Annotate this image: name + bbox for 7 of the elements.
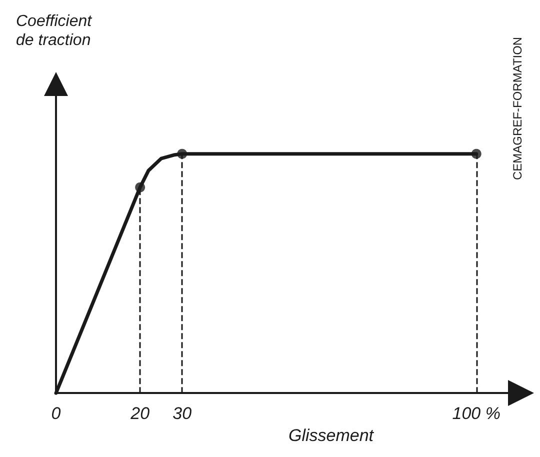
x-tick-label: 30 bbox=[172, 404, 192, 424]
x-axis-title: Glissement bbox=[288, 426, 375, 445]
x-tick-label: 100 % bbox=[452, 404, 500, 424]
x-tick-label: 0 bbox=[51, 404, 62, 424]
annotation: CEMAGREF-FORMATION bbox=[510, 36, 524, 180]
text: Coefficient de traction bbox=[16, 13, 92, 49]
x-tick-label: 20 bbox=[130, 404, 150, 424]
